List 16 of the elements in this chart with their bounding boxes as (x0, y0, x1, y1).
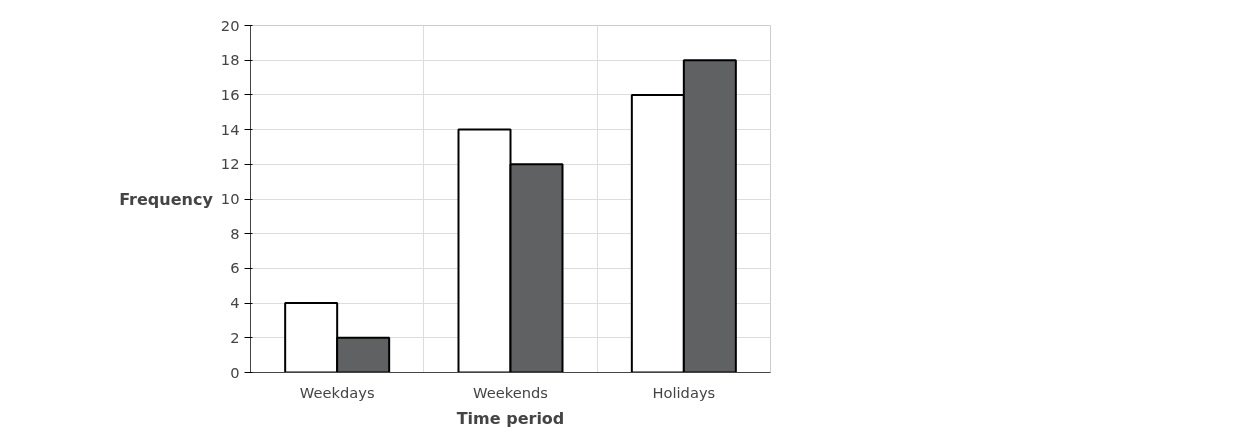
y-tick-label: 8 (230, 224, 240, 242)
x-tick-label: Holidays (652, 383, 716, 401)
y-tick-label: 0 (230, 363, 240, 381)
y-tick-label: 10 (220, 190, 240, 207)
y-tick-label: 18 (220, 51, 240, 69)
y-tick-label: 12 (220, 155, 240, 173)
y-tick-label: 16 (220, 85, 240, 103)
y-tick-label: 6 (230, 259, 240, 277)
y-axis-title: Frequency (119, 189, 214, 209)
y-tick-label: 2 (230, 328, 240, 346)
x-axis-title: Time period (456, 408, 565, 428)
y-tick-label: 20 (220, 16, 240, 34)
x-tick-label: Weekends (473, 383, 548, 401)
y-tick-label: 14 (220, 120, 240, 138)
x-tick-label: Weekdays (299, 383, 375, 401)
y-tick-label: 4 (230, 294, 240, 312)
